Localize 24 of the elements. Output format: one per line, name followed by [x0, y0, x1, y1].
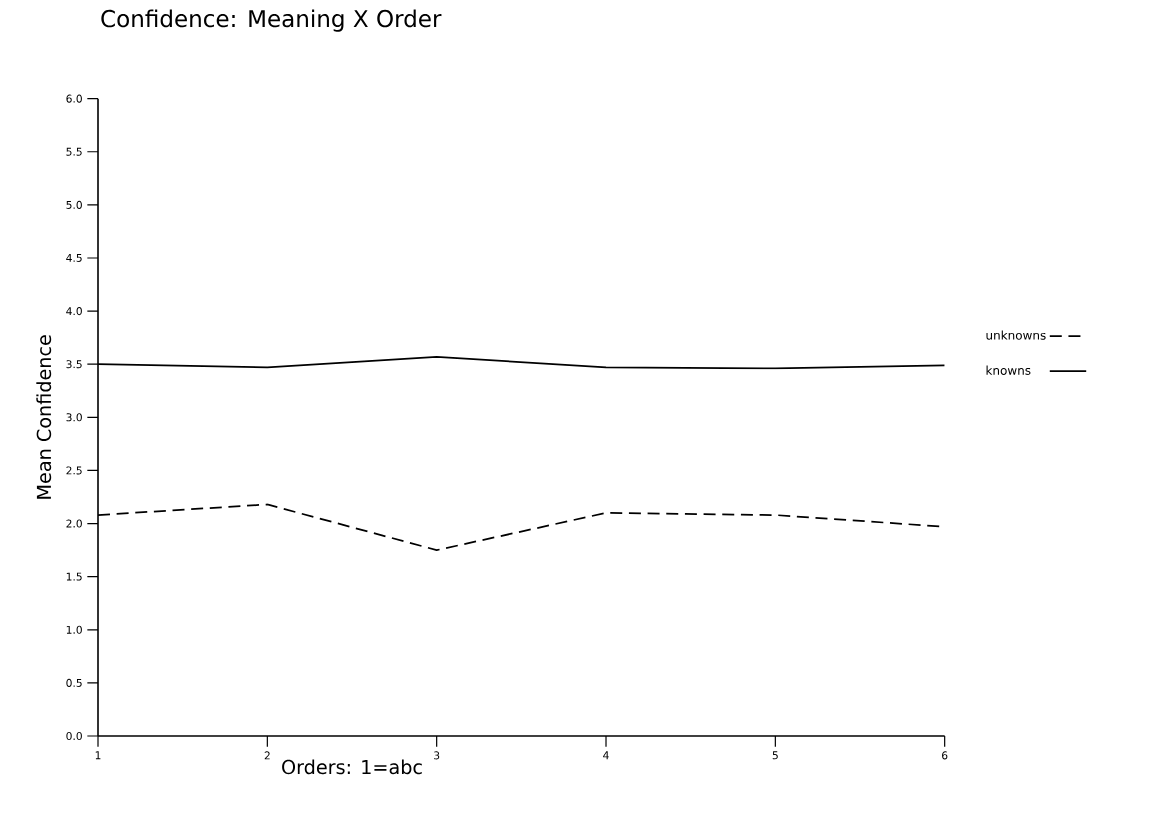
y-tick-label: 2.5	[66, 466, 82, 475]
legend-label: unknowns	[986, 330, 1046, 340]
x-tick-label: 6	[942, 751, 948, 760]
y-tick-label: 3.5	[66, 360, 82, 369]
y-tick-label: 5.5	[66, 147, 82, 156]
y-tick-label: 0.5	[66, 678, 82, 687]
y-tick-label: 1.0	[66, 625, 82, 634]
y-tick-label: 3.0	[66, 413, 82, 422]
y-tick-label: 2.0	[66, 519, 82, 528]
x-tick-label: 2	[264, 751, 270, 760]
y-tick-label: 4.0	[66, 307, 82, 316]
y-tick-label: 0.0	[66, 731, 82, 741]
x-tick-label: 4	[603, 751, 609, 760]
x-tick-label: 1	[95, 751, 101, 760]
y-tick-label: 4.5	[66, 254, 82, 262]
y-tick-label: 5.0	[66, 200, 82, 209]
y-tick-label: 6.0	[66, 94, 82, 103]
chart-title: Confidence: Meaning X Order	[101, 9, 442, 32]
y-tick-label: 1.5	[66, 572, 82, 581]
x-tick-label: 3	[434, 751, 440, 760]
x-axis-title: Orders: 1=abc	[282, 759, 422, 775]
y-axis-title: Mean Confidence	[36, 335, 52, 499]
x-tick-label: 5	[772, 751, 778, 760]
legend-label: knowns	[986, 365, 1031, 375]
